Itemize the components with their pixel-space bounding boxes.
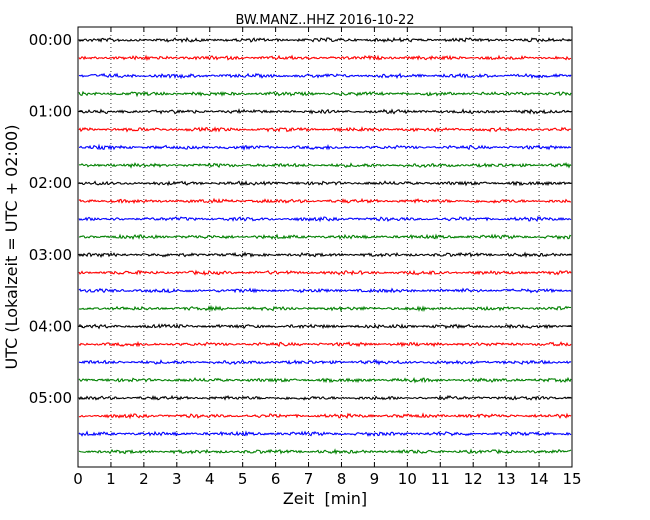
x-tick-label: 12: [464, 470, 483, 488]
x-tick-label: 5: [238, 470, 248, 488]
trace-line: [78, 358, 572, 366]
trace-line: [78, 180, 572, 187]
trace-line: [78, 376, 572, 384]
trace-line: [78, 72, 572, 80]
trace-line: [78, 162, 572, 169]
trace-line: [78, 215, 572, 223]
trace-line: [78, 197, 572, 205]
x-tick-label: 11: [431, 470, 450, 488]
chart-title: BW.MANZ..HHZ 2016-10-22: [235, 13, 414, 28]
x-tick-label: 15: [562, 470, 581, 488]
x-tick-label: 4: [205, 470, 215, 488]
x-tick-label: 9: [370, 470, 380, 488]
x-tick-label: 2: [139, 470, 149, 488]
trace-line: [78, 90, 572, 98]
seismic-traces: [78, 36, 572, 455]
y-tick-label: 03:00: [29, 246, 72, 264]
trace-line: [78, 143, 572, 151]
trace-line: [78, 108, 572, 115]
x-tick-label: 10: [398, 470, 417, 488]
x-tick-label: 8: [337, 470, 347, 488]
trace-line: [78, 448, 572, 455]
x-axis-ticks: 0 1 2 3 4 5 6 7 8 9 10 11 12 13 14 15: [73, 27, 582, 488]
trace-line: [78, 233, 572, 240]
trace-line: [78, 412, 572, 420]
y-axis-label: UTC (Lokalzeit = UTC + 02:00): [2, 125, 21, 370]
x-tick-label: 3: [172, 470, 182, 488]
x-tick-label: 7: [304, 470, 314, 488]
x-tick-label: 1: [106, 470, 116, 488]
trace-line: [78, 430, 572, 437]
x-axis-label: Zeit [min]: [283, 489, 367, 508]
trace-line: [78, 323, 572, 330]
y-tick-label: 01:00: [29, 103, 72, 121]
trace-line: [78, 394, 572, 401]
x-tick-label: 13: [497, 470, 516, 488]
trace-line: [78, 251, 572, 259]
x-tick-label: 0: [73, 470, 83, 488]
y-tick-label: 05:00: [29, 389, 72, 407]
trace-line: [78, 304, 572, 313]
plot-frame: [77, 26, 573, 468]
trace-line: [78, 269, 572, 276]
grid-lines: [110, 27, 540, 467]
y-tick-label: 02:00: [29, 174, 72, 192]
trace-line: [78, 287, 572, 294]
x-tick-label: 6: [271, 470, 281, 488]
y-tick-label: 04:00: [29, 317, 72, 335]
trace-line: [78, 36, 572, 44]
trace-line: [78, 340, 572, 348]
y-axis-ticks: 00:00 01:00 02:00 03:00 04:00 05:00: [29, 31, 572, 407]
x-tick-label: 14: [530, 470, 549, 488]
trace-line: [78, 54, 572, 62]
trace-line: [78, 126, 572, 133]
y-tick-label: 00:00: [29, 31, 72, 49]
